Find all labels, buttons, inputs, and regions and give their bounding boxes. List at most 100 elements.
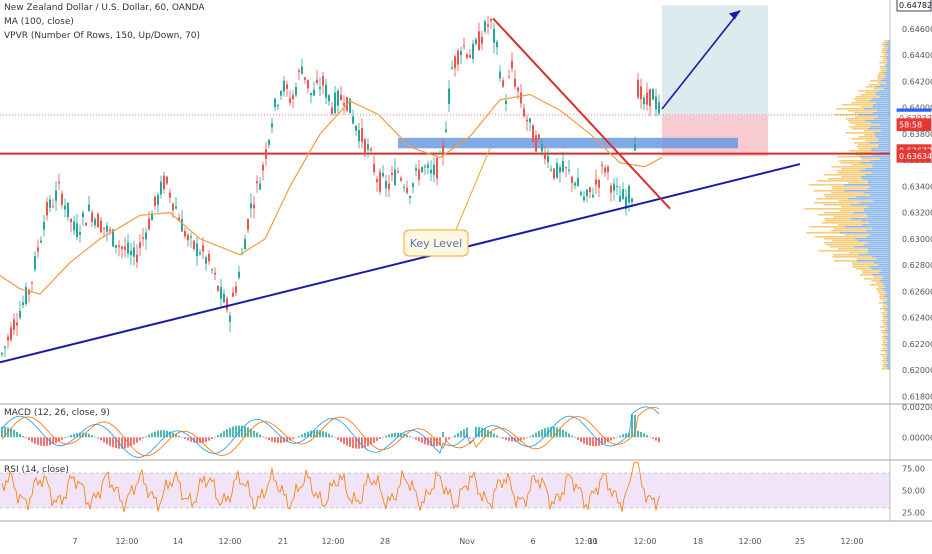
candle-body (196, 243, 198, 256)
candle-body (457, 50, 459, 65)
candle-body (97, 213, 99, 228)
x-tick-label: 12:00 (633, 537, 656, 546)
vpvr-bar-up (886, 338, 890, 340)
vpvr-bar-down (823, 194, 870, 196)
vpvr-bar-up (883, 72, 890, 74)
vpvr-bar-up (883, 88, 890, 90)
candle-body (49, 199, 51, 208)
price-tick-label: 0.62800 (902, 261, 932, 270)
vpvr-bar-down (878, 302, 884, 304)
macd-histogram-bar (271, 437, 273, 442)
macd-histogram-bar (256, 432, 258, 438)
vpvr-bar-down (880, 70, 886, 72)
vpvr-bar-up (886, 64, 890, 66)
candle-body (631, 198, 633, 202)
candle-body (55, 190, 57, 201)
macd-signal-line (1, 406, 660, 457)
vpvr-bar-down (845, 132, 874, 134)
vpvr-bar-up (884, 290, 890, 292)
macd-histogram-bar (646, 435, 648, 438)
macd-histogram-bar (25, 437, 27, 439)
rsi-tick-label: 75.00 (902, 465, 925, 474)
vpvr-bar-down (882, 364, 886, 366)
candle-body (286, 84, 288, 89)
vpvr-bar-up (885, 44, 890, 46)
macd-histogram-bar (322, 431, 324, 438)
vpvr-bar-down (881, 368, 888, 370)
vpvr-bar-down (845, 118, 874, 120)
vpvr-bar-down (878, 286, 886, 288)
vpvr-bar-down (864, 92, 876, 94)
macd-histogram-bar (142, 437, 144, 439)
candle-body (16, 322, 18, 326)
macd-histogram-bar (181, 437, 183, 438)
candle-body (550, 169, 552, 171)
macd-histogram-bar (34, 437, 36, 444)
macd-histogram-bar (229, 427, 231, 438)
candle-body (328, 95, 330, 102)
vpvr-bar-down (809, 226, 845, 228)
macd-histogram-bar (136, 437, 138, 443)
candle-body (148, 218, 150, 230)
vpvr-bar-up (870, 122, 890, 124)
vpvr-bar-down (883, 58, 887, 60)
vpvr-bar-down (883, 64, 887, 66)
vpvr-bar-down (873, 88, 884, 90)
vpvr-bar-down (821, 222, 870, 224)
vpvr-bar-down (849, 150, 872, 152)
candle-body (88, 204, 90, 211)
macd-histogram-bar (202, 437, 204, 443)
vpvr-bar-up (867, 248, 890, 250)
vpvr-bar-down (823, 218, 851, 220)
candle-body (433, 164, 435, 175)
vpvr-bar-down (827, 178, 862, 180)
macd-histogram-bar (10, 428, 12, 438)
x-tick-label: 14 (173, 537, 183, 546)
candle-body (424, 166, 426, 168)
price-tick-label: 0.62000 (902, 366, 932, 375)
candle-body (589, 187, 591, 193)
vpvr-bar-down (877, 82, 887, 84)
candle-body (76, 223, 78, 238)
candle-body (409, 196, 411, 199)
vpvr-bar-up (881, 288, 890, 290)
candle-body (427, 164, 429, 168)
macd-histogram-bar (259, 434, 261, 438)
vpvr-bar-down (882, 340, 888, 342)
macd-histogram-bar (574, 437, 576, 438)
candle-body (130, 250, 132, 256)
candle-body (280, 91, 282, 96)
macd-histogram-bar (148, 434, 150, 438)
candle-body (541, 144, 543, 152)
macd-histogram-bar (343, 437, 345, 444)
position-target-zone (662, 5, 768, 116)
macd-histogram-bar (580, 437, 582, 442)
candle-body (535, 135, 537, 152)
vpvr-bar-up (875, 92, 890, 94)
vpvr-bar-down (877, 290, 885, 292)
rsi-tick-label: 50.00 (902, 487, 925, 496)
candle-body (85, 222, 87, 226)
macd-histogram-bar (565, 431, 567, 438)
macd-histogram-bar (313, 430, 315, 438)
candle-body (136, 254, 138, 263)
vpvr-bar-down (868, 84, 880, 86)
macd-histogram-bar (307, 431, 309, 438)
candle-body (493, 29, 495, 43)
macd-histogram-bar (358, 437, 360, 449)
candle-body (412, 183, 414, 188)
macd-line (1, 406, 660, 458)
macd-histogram-bar (337, 437, 339, 440)
macd-histogram-bar (196, 437, 198, 444)
vpvr-bar-down (836, 108, 865, 110)
vpvr-bar-up (884, 350, 890, 352)
vpvr-bar-down (883, 300, 888, 302)
vpvr-bar-down (847, 120, 866, 122)
vpvr-bar-up (878, 272, 890, 274)
candle-body (70, 218, 72, 223)
macd-histogram-bar (76, 433, 78, 438)
price-badge-label: 0.63634 (899, 152, 932, 161)
macd-histogram-bar (319, 430, 321, 438)
price-tick-label: 0.62200 (902, 340, 932, 349)
